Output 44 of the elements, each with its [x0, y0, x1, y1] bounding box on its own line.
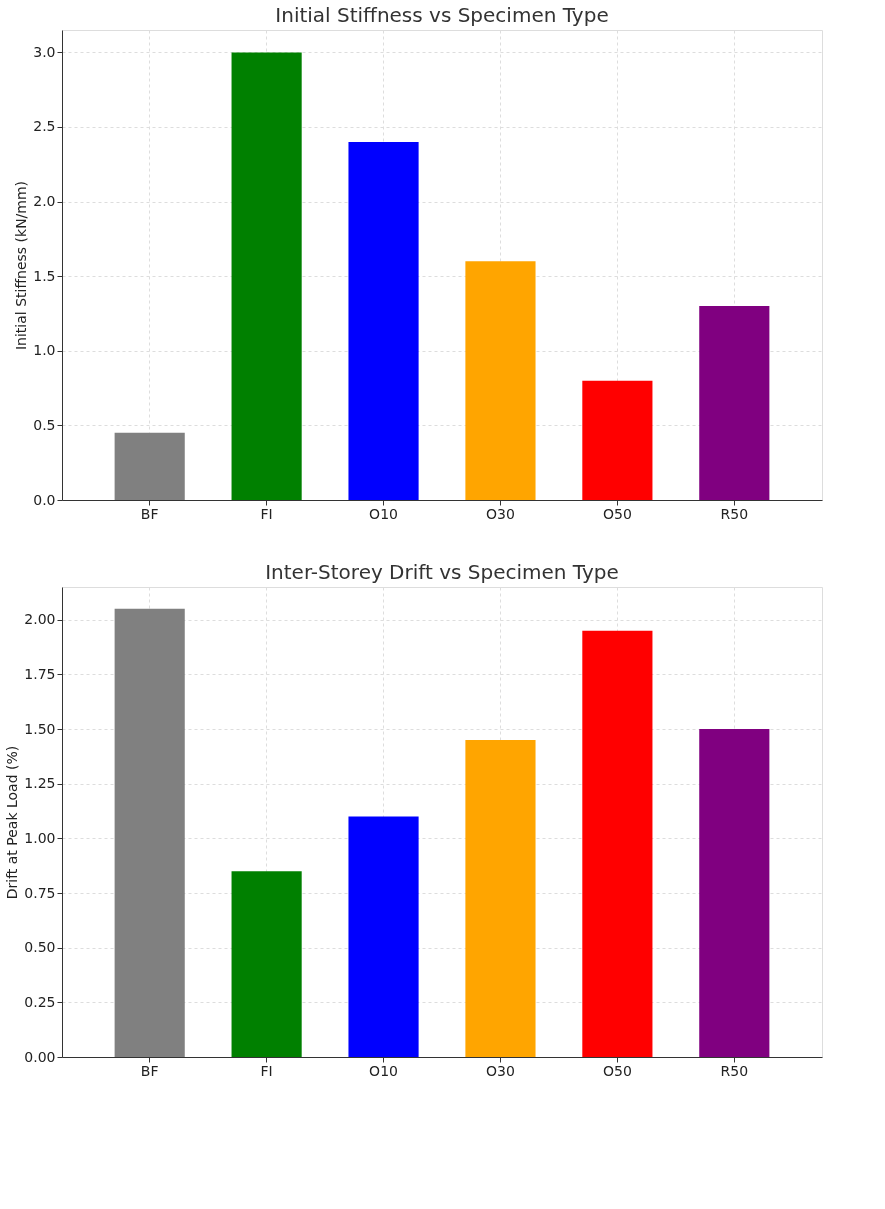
y-tick-label: 0.00 — [24, 1048, 56, 1065]
bar — [465, 740, 536, 1057]
x-tick-label: BF — [140, 1062, 159, 1079]
bar — [114, 608, 185, 1057]
x-tick-label: BF — [140, 505, 159, 522]
bar — [348, 141, 419, 500]
y-tick-label: 0.75 — [24, 884, 56, 901]
x-tick-label: R50 — [720, 1062, 749, 1079]
x-tick-label: O30 — [486, 505, 515, 522]
bar — [582, 630, 653, 1057]
x-tick-label: O50 — [602, 1062, 632, 1079]
y-tick-label: 1.5 — [33, 267, 56, 284]
bar — [231, 52, 302, 500]
y-tick-label: 0.50 — [24, 939, 56, 956]
x-tick-label: R50 — [720, 505, 749, 522]
y-tick-label: 1.25 — [24, 775, 56, 792]
y-tick-label: 2.0 — [33, 193, 56, 210]
x-tick-label: O10 — [369, 1062, 398, 1079]
bar — [699, 306, 770, 500]
y-tick-label: 1.75 — [24, 665, 56, 682]
y-tick-label: 3.0 — [33, 43, 56, 60]
y-tick-label: 0.0 — [33, 491, 56, 508]
x-tick-label: O50 — [602, 505, 632, 522]
y-axis-title: Drift at Peak Load (%) — [4, 745, 21, 900]
y-tick-label: 2.5 — [33, 118, 56, 135]
bar — [465, 261, 536, 500]
x-tick-label: FI — [260, 505, 273, 522]
bar — [348, 816, 419, 1057]
y-tick-label: 0.25 — [24, 993, 56, 1010]
y-axis-title: Initial Stiffness (kN/mm) — [13, 180, 30, 351]
y-tick-label: 1.0 — [33, 342, 56, 359]
bar — [582, 380, 653, 500]
y-tick-label: 0.5 — [33, 416, 56, 433]
chart-title: Inter-Storey Drift vs Specimen Type — [265, 560, 619, 584]
chart-title: Initial Stiffness vs Specimen Type — [275, 3, 609, 27]
y-tick-label: 1.00 — [24, 829, 56, 846]
x-tick-label: O10 — [369, 505, 398, 522]
bar — [114, 432, 185, 500]
bar — [699, 729, 770, 1057]
y-tick-label: 1.50 — [24, 720, 56, 737]
bar — [231, 871, 302, 1057]
y-tick-label: 2.00 — [24, 611, 56, 628]
x-tick-label: FI — [260, 1062, 273, 1079]
x-tick-label: O30 — [486, 1062, 515, 1079]
